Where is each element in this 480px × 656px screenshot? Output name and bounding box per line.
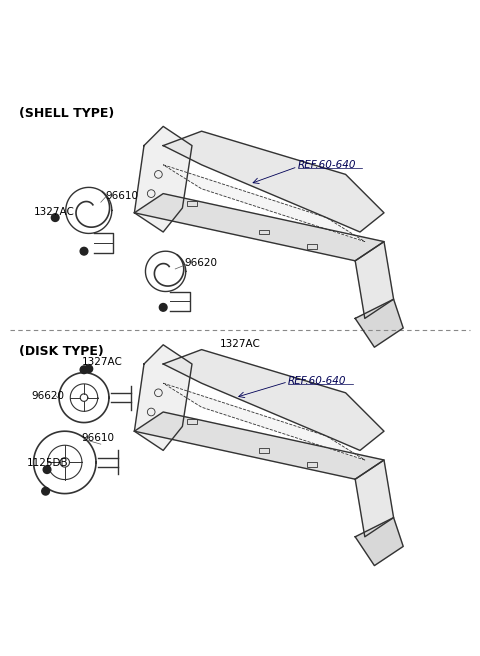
Circle shape [85,365,93,373]
Bar [307,244,317,249]
Bar [307,462,317,467]
Polygon shape [134,412,384,479]
Text: 1327AC: 1327AC [34,207,74,217]
Bar [259,230,269,234]
Polygon shape [163,131,384,232]
Bar [187,419,197,424]
Circle shape [80,247,88,255]
Polygon shape [134,127,192,232]
Polygon shape [134,345,192,451]
Text: 96620: 96620 [31,391,64,401]
Bar [259,448,269,453]
Text: 96620: 96620 [185,258,218,268]
Text: 96610: 96610 [106,191,139,201]
Text: REF.60-640: REF.60-640 [298,160,356,170]
Text: 1327AC: 1327AC [82,357,122,367]
Polygon shape [355,241,394,318]
Text: 1327AC: 1327AC [219,339,261,349]
Polygon shape [163,383,365,460]
Polygon shape [355,518,403,565]
Polygon shape [355,460,394,537]
Text: (SHELL TYPE): (SHELL TYPE) [19,107,114,120]
Polygon shape [134,194,384,261]
Circle shape [42,487,49,495]
Text: REF.60-640: REF.60-640 [288,376,347,386]
Polygon shape [355,299,403,347]
Text: 96610: 96610 [82,434,115,443]
Bar [187,201,197,205]
Circle shape [159,304,167,311]
Polygon shape [163,350,384,451]
Circle shape [80,366,88,374]
Circle shape [43,466,51,474]
Text: 1125DB: 1125DB [26,459,68,468]
Text: (DISK TYPE): (DISK TYPE) [19,345,104,358]
Polygon shape [163,165,365,241]
Circle shape [51,214,59,222]
